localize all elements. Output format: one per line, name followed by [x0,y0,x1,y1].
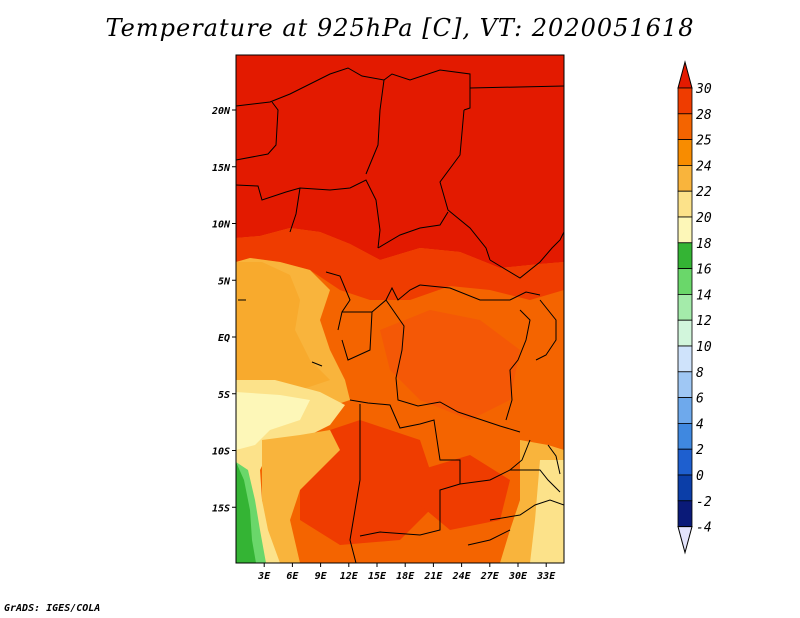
colorbar-top-arrow [677,60,693,89]
lon-tick-label: 33E [536,571,556,582]
colorbar-box [677,293,693,321]
colorbar-box [677,397,693,424]
lon-tick-label: 21E [423,571,443,582]
colorbar-box [677,448,693,476]
longitude-ticks: 3E 6E 9E 12E 15E 18E 21E 24E 27E 30E 33E [257,563,556,582]
lat-tick-label: 15S [212,503,230,514]
colorbar-label: 20 [696,211,712,226]
chart-title: Temperature at 925hPa [C], VT: 202005161… [105,14,695,42]
lat-tick-label: EQ [218,333,230,344]
colorbar-label: -2 [696,495,712,510]
colorbar-label: 18 [696,237,712,252]
colorbar-box [677,268,693,295]
lon-tick-label: 9E [315,571,328,582]
colorbar-label: 10 [696,340,712,355]
colorbar-label: 24 [696,159,712,174]
colorbar-boxes [677,60,693,555]
lat-tick-label: 5N [218,276,231,287]
temperature-field [236,55,564,563]
colorbar-box [677,242,693,270]
lon-tick-label: 6E [286,571,299,582]
colorbar-bottom-arrow [677,526,693,555]
colorbar-box [677,139,693,166]
colorbar-label: 0 [696,469,704,484]
credit-text: GrADS: IGES/COLA [4,603,101,614]
lat-tick-label: 10N [212,220,231,231]
colorbar-label: 6 [696,392,704,407]
colorbar-label: -4 [696,521,712,536]
lon-tick-label: 30E [508,571,528,582]
lon-tick-label: 15E [368,571,387,582]
lon-tick-label: 12E [340,571,359,582]
colorbar-label: 16 [696,263,712,278]
colorbar-box [677,216,693,244]
colorbar-box [677,422,693,450]
colorbar-label: 30 [695,82,712,97]
lon-tick-label: 27E [480,571,500,582]
colorbar-label: 4 [696,417,704,432]
colorbar-label: 2 [696,443,704,458]
colorbar-box [677,474,693,502]
colorbar-label: 8 [696,366,704,381]
colorbar-label: 14 [696,288,712,303]
colorbar-box [677,345,693,373]
lon-tick-label: 24E [452,571,472,582]
colorbar-label: 22 [696,185,712,200]
lon-tick-label: 18E [396,571,415,582]
colorbar-box [677,319,693,347]
lon-tick-label: 3E [257,571,271,582]
colorbar-box [677,113,693,141]
country-borders [236,67,564,563]
colorbar-box [677,500,693,527]
map-frame [235,54,565,564]
lat-tick-label: 5S [218,390,230,401]
colorbar-label: 25 [696,134,712,149]
colorbar-label: 12 [696,314,712,329]
colorbar-label: 28 [696,108,712,123]
colorbar-box [677,371,693,398]
colorbar-box [677,164,693,192]
lat-tick-label: 10S [212,447,230,458]
colorbar-box [677,87,693,115]
latitude-ticks: 20N 15N 10N 5N EQ 5S 10S 15S [211,106,236,514]
colorbar-box [677,190,693,218]
lat-tick-label: 20N [211,106,231,117]
lat-tick-label: 15N [212,163,231,174]
